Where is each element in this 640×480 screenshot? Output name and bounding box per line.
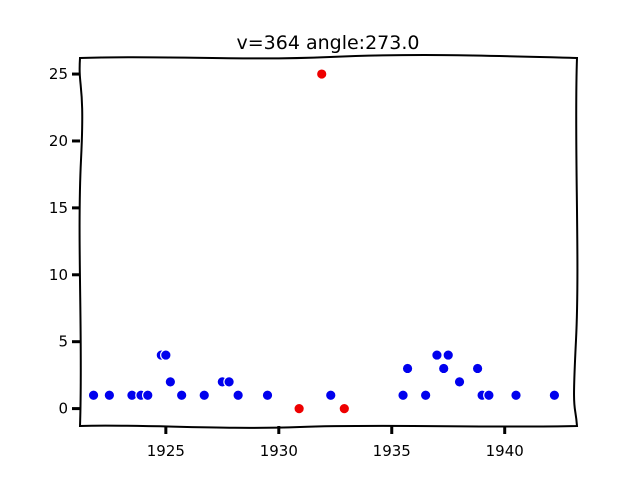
data-point bbox=[87, 389, 100, 402]
y-tick-label: 20 bbox=[49, 132, 68, 150]
data-point bbox=[232, 389, 244, 402]
x-tick-label: 1925 bbox=[147, 442, 185, 460]
data-point bbox=[510, 389, 522, 402]
data-point bbox=[324, 389, 337, 402]
x-tick-label: 1935 bbox=[373, 442, 411, 460]
data-point bbox=[431, 349, 443, 361]
x-tick-label: 1940 bbox=[486, 442, 524, 460]
data-point bbox=[401, 362, 414, 375]
data-point bbox=[437, 362, 450, 375]
data-point bbox=[483, 389, 495, 402]
data-points bbox=[87, 68, 561, 415]
data-point bbox=[293, 402, 305, 415]
data-point bbox=[397, 389, 409, 402]
y-tick-label: 0 bbox=[58, 400, 68, 418]
data-point bbox=[338, 402, 351, 415]
data-point bbox=[261, 389, 274, 402]
x-axis: 1925 1930 1935 1940 bbox=[147, 426, 524, 460]
x-tick-label: 1930 bbox=[260, 442, 298, 460]
data-point bbox=[453, 376, 466, 388]
data-point bbox=[471, 362, 484, 375]
chart-title: v=364 angle:273.0 bbox=[237, 32, 420, 54]
data-point bbox=[198, 389, 211, 402]
data-point bbox=[103, 389, 116, 402]
data-point bbox=[315, 68, 328, 80]
y-tick-label: 10 bbox=[49, 266, 68, 284]
y-tick-label: 5 bbox=[58, 333, 68, 351]
data-point bbox=[141, 389, 154, 402]
data-point bbox=[164, 376, 177, 388]
y-tick-label: 25 bbox=[49, 65, 68, 83]
data-point bbox=[442, 349, 455, 361]
data-point bbox=[160, 349, 172, 361]
plot-frame bbox=[78, 54, 579, 429]
data-point bbox=[175, 389, 188, 402]
y-tick-label: 15 bbox=[49, 199, 68, 217]
data-point bbox=[419, 389, 432, 402]
data-point bbox=[548, 389, 561, 402]
y-axis: 0 5 10 15 20 25 bbox=[49, 65, 80, 418]
data-point bbox=[223, 376, 235, 388]
